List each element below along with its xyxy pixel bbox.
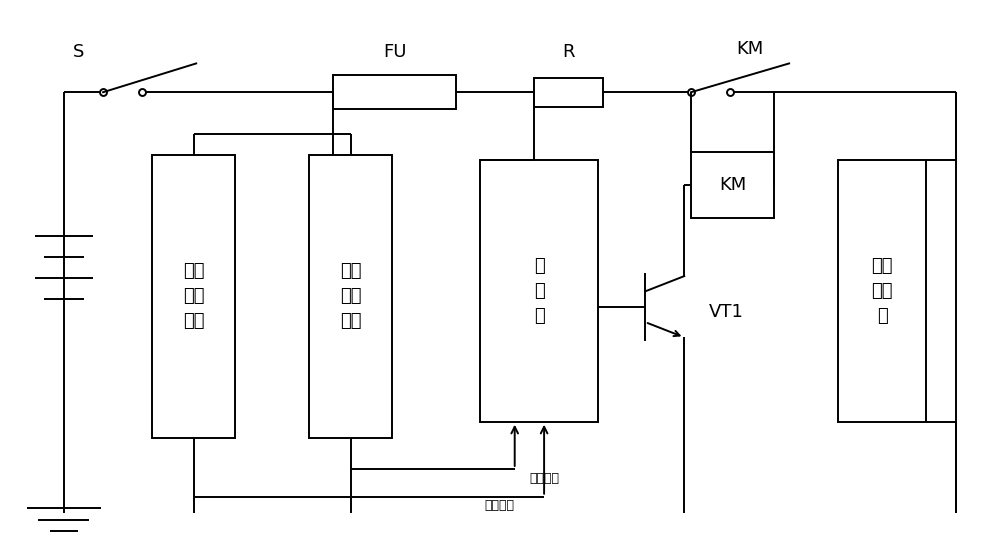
Text: 透明
导电
膜: 透明 导电 膜 bbox=[871, 257, 893, 325]
Bar bbox=[534, 78, 603, 107]
Bar bbox=[691, 153, 774, 218]
Bar bbox=[480, 160, 598, 422]
Bar bbox=[309, 155, 392, 438]
Text: 单
片
机: 单 片 机 bbox=[534, 257, 545, 325]
Text: 温度
传感
器组: 温度 传感 器组 bbox=[183, 262, 205, 330]
Text: FU: FU bbox=[383, 43, 406, 61]
Text: KM: KM bbox=[736, 40, 764, 58]
Text: VT1: VT1 bbox=[709, 303, 744, 321]
Bar bbox=[152, 155, 235, 438]
Text: 数据传输: 数据传输 bbox=[485, 499, 515, 512]
Bar bbox=[333, 75, 456, 109]
Text: KM: KM bbox=[719, 176, 746, 194]
Text: S: S bbox=[73, 43, 84, 61]
Text: 数据传输: 数据传输 bbox=[529, 471, 559, 485]
Text: 结露
传感
器组: 结露 传感 器组 bbox=[340, 262, 361, 330]
Text: R: R bbox=[562, 43, 575, 61]
Bar bbox=[838, 160, 926, 422]
